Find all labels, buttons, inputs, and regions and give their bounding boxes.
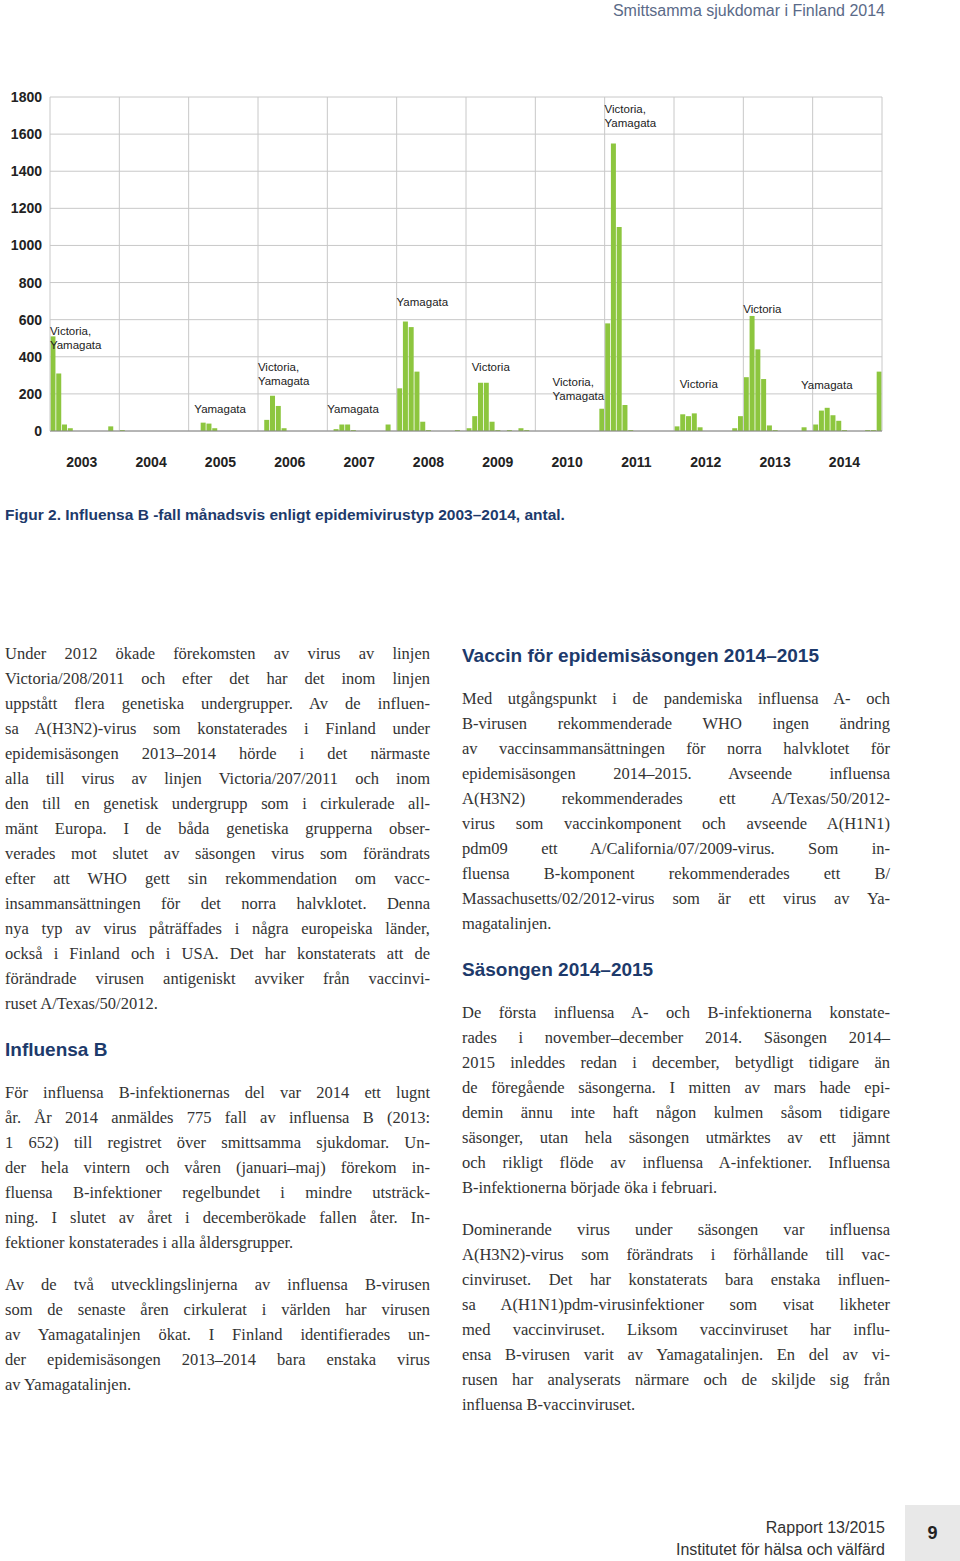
- html-text:av Yamagatalinjen.: av Yamagatalinjen.: [5, 1375, 131, 1394]
- html-text:epidemisäsongen 2013–2014 hörd: epidemisäsongen 2013–2014 hörde i det nä…: [5, 744, 430, 763]
- svg-text:2011: 2011: [621, 454, 652, 470]
- svg-text:800: 800: [19, 275, 43, 291]
- html-text:B-virusen rekommenderade WHO i: B-virusen rekommenderade WHO ingen ändri…: [462, 714, 890, 733]
- html-text:och rikligt flöde av influensa: och rikligt flöde av influensa A-infekti…: [462, 1153, 890, 1172]
- svg-text:1600: 1600: [11, 126, 42, 142]
- svg-text:2014: 2014: [829, 454, 860, 470]
- svg-text:1800: 1800: [11, 89, 42, 105]
- html-text:rades i november–december 2014: rades i november–december 2014. Säsongen…: [462, 1028, 890, 1047]
- html-text:fluensa B-komponent rekommende: fluensa B-komponent rekommenderades ett …: [462, 864, 890, 883]
- svg-text:1000: 1000: [11, 237, 42, 253]
- svg-text:Yamagata: Yamagata: [327, 403, 379, 415]
- html-text:demin ännu inte haft någon kul: demin ännu inte haft någon kulmen såsom …: [462, 1103, 890, 1122]
- svg-text:0: 0: [34, 423, 42, 439]
- svg-text:400: 400: [19, 349, 43, 365]
- svg-text:2012: 2012: [690, 454, 721, 470]
- svg-text:Yamagata: Yamagata: [397, 296, 449, 308]
- html-text:De första influensa A- och B-i: De första influensa A- och B-infektioner…: [462, 1003, 890, 1022]
- svg-text:2003: 2003: [66, 454, 97, 470]
- svg-text:2006: 2006: [274, 454, 305, 470]
- svg-text:2009: 2009: [482, 454, 513, 470]
- svg-text:2007: 2007: [344, 454, 375, 470]
- html-text:influensa B-vaccinviruset.: influensa B-vaccinviruset.: [462, 1395, 636, 1414]
- svg-text:Victoria,Yamagata: Victoria,Yamagata: [50, 325, 102, 351]
- html-text:verades mot slutet av säsongen: verades mot slutet av säsongen virus som…: [5, 844, 430, 863]
- svg-text:Victoria: Victoria: [472, 361, 511, 373]
- svg-text:Victoria: Victoria: [743, 303, 782, 315]
- html-text:cinviruset. Det har konstatera: cinviruset. Det har konstaterats bara en…: [462, 1270, 890, 1289]
- html-text:år. År 2014 anmäldes 775 fall: år. År 2014 anmäldes 775 fall av influen…: [5, 1108, 430, 1127]
- html-text:virus som vaccinkomponent och: virus som vaccinkomponent och avseende A…: [462, 814, 890, 833]
- svg-text:Victoria,Yamagata: Victoria,Yamagata: [605, 103, 657, 129]
- html-text:B-infektionerna började öka i: B-infektionerna började öka i februari.: [462, 1178, 718, 1197]
- html-text:Av de två utvecklingslinjerna: Av de två utvecklingslinjerna av influen…: [5, 1275, 430, 1294]
- svg-text:2004: 2004: [136, 454, 167, 470]
- html-text:fluensa B-infektioner regelbun: fluensa B-infektioner regelbundet i mind…: [5, 1183, 430, 1202]
- html-text:För influensa B-infektionernas: För influensa B-infektionernas del var 2…: [5, 1083, 430, 1102]
- html-text:sa A(H1N1)pdm-virusinfektioner: sa A(H1N1)pdm-virusinfektioner som visat…: [462, 1295, 890, 1314]
- html-text:Institutet för hälsa och välfä: Institutet för hälsa och välfärd: [676, 1541, 885, 1558]
- svg-text:600: 600: [19, 312, 43, 328]
- html-text:sa A(H3N2)-virus som konstater: sa A(H3N2)-virus som konstaterades i Fin…: [5, 719, 430, 738]
- html-text:pdm09 ett A/California/07/2009: pdm09 ett A/California/07/2009-virus. So…: [462, 839, 890, 858]
- html-text:Med utgångspunkt i de pandemis: Med utgångspunkt i de pandemiska influen…: [462, 689, 890, 708]
- html-text:epidemisäsongen 2014–2015. Avs: epidemisäsongen 2014–2015. Avseende infl…: [462, 764, 890, 783]
- html-text:Dominerande virus under säsong: Dominerande virus under säsongen var inf…: [462, 1220, 890, 1239]
- html-text:Victoria/208/2011 och efter de: Victoria/208/2011 och efter det har det …: [5, 669, 430, 688]
- svg-text:2008: 2008: [413, 454, 444, 470]
- html-text:mänt Europa. I de båda genetis: mänt Europa. I de båda genetiska grupper…: [5, 819, 430, 838]
- svg-text:Victoria,Yamagata: Victoria,Yamagata: [258, 361, 310, 387]
- html-text:den till en genetisk undergrup: den till en genetisk undergrupp som i ci…: [5, 794, 430, 813]
- html-text:der hela vintern och våren (ja: der hela vintern och våren (januari–maj)…: [5, 1158, 430, 1177]
- html-text:ning. I slutet av året i decem: ning. I slutet av året i decemberökade f…: [5, 1208, 430, 1227]
- html-text:ruset A/Texas/50/2012.: ruset A/Texas/50/2012.: [5, 994, 158, 1013]
- html-text:A(H3N2)-virus som förändrats i: A(H3N2)-virus som förändrats i förhållan…: [462, 1245, 890, 1264]
- html-text:med vaccinviruset. Liksom vacc: med vaccinviruset. Liksom vaccinviruset …: [462, 1320, 890, 1339]
- html-text:alla till virus av linjen Vict: alla till virus av linjen Victoria/207/2…: [5, 769, 430, 788]
- html-text:Säsongen 2014–2015: Säsongen 2014–2015: [462, 959, 654, 980]
- html-text:som de senaste åren cirkulerat: som de senaste åren cirkulerat i världen…: [5, 1300, 430, 1319]
- html-text:Influensa B: Influensa B: [5, 1039, 108, 1060]
- html-text:förändrade virusen antigeniskt: förändrade virusen antigeniskt avviker f…: [5, 969, 430, 988]
- html-text:nya typ av virus påträffades i: nya typ av virus påträffades i några eur…: [5, 919, 430, 938]
- svg-text:1200: 1200: [11, 200, 42, 216]
- html-text:uppstått flera genetiska under: uppstått flera genetiska undergrupper. A…: [5, 694, 430, 713]
- html-text:också i Finland och i USA. Det: också i Finland och i USA. Det har konst…: [5, 944, 430, 963]
- svg-text:Victoria: Victoria: [680, 378, 719, 390]
- html-text:magatalinjen.: magatalinjen.: [462, 914, 552, 933]
- html-text:1 652) till registret över smi: 1 652) till registret över smittsamma sj…: [5, 1133, 430, 1152]
- svg-text:Victoria,Yamagata: Victoria,Yamagata: [553, 376, 605, 402]
- html-text:Smittsamma sjukdomar i Finland: Smittsamma sjukdomar i Finland 2014: [612, 2, 885, 19]
- svg-text:Yamagata: Yamagata: [801, 379, 853, 391]
- html-text:Under 2012 ökade förekomsten a: Under 2012 ökade förekomsten av virus av…: [5, 644, 430, 663]
- html-text:Massachusetts/02/2012-virus so: Massachusetts/02/2012-virus som är ett v…: [462, 889, 890, 908]
- svg-text:1400: 1400: [11, 163, 42, 179]
- html-text:Figur 2. Influensa B -fall mån: Figur 2. Influensa B -fall månadsvis enl…: [5, 506, 565, 523]
- svg-text:2005: 2005: [205, 454, 236, 470]
- html-text:9: 9: [927, 1522, 938, 1543]
- html-text:A(H3N2) rekommenderades ett A/: A(H3N2) rekommenderades ett A/Texas/50/2…: [462, 789, 890, 808]
- html-text:der epidemisäsongen 2013–2014: der epidemisäsongen 2013–2014 bara ensta…: [5, 1350, 430, 1369]
- html-text:av vaccinsammansättningen för: av vaccinsammansättningen för norra halv…: [462, 739, 890, 758]
- html-text:de föregående säsongerna. I mi: de föregående säsongerna. I mitten av ma…: [462, 1078, 890, 1097]
- html-text:Vaccin för epidemisäsongen 201: Vaccin för epidemisäsongen 2014–2015: [462, 645, 819, 666]
- html-text:2015 inleddes redan i december: 2015 inleddes redan i december, betydlig…: [462, 1053, 890, 1072]
- html-text:ensa B-virusen varit av Yamaga: ensa B-virusen varit av Yamagatalinjen. …: [462, 1345, 890, 1364]
- html-text:Rapport 13/2015: Rapport 13/2015: [765, 1519, 885, 1536]
- html-text:fektioner konstaterades i alla: fektioner konstaterades i alla åldersgru…: [5, 1233, 294, 1252]
- html-text:säsonger, utan hela säsongen u: säsonger, utan hela säsongen utmärktes a…: [462, 1128, 890, 1147]
- html-text:efter att WHO gett sin rekomme: efter att WHO gett sin rekommendation om…: [5, 869, 430, 888]
- html-text:insammansättningen för det nor: insammansättningen för det norra halvklo…: [5, 894, 430, 913]
- html-text:av Yamagatalinjen ökat. I Finl: av Yamagatalinjen ökat. I Finland identi…: [5, 1325, 430, 1344]
- svg-text:Yamagata: Yamagata: [194, 403, 246, 415]
- svg-text:200: 200: [19, 386, 43, 402]
- svg-text:2010: 2010: [552, 454, 583, 470]
- html-text:rusen har analyserats närmare: rusen har analyserats närmare och de ski…: [462, 1370, 890, 1389]
- svg-text:2013: 2013: [760, 454, 791, 470]
